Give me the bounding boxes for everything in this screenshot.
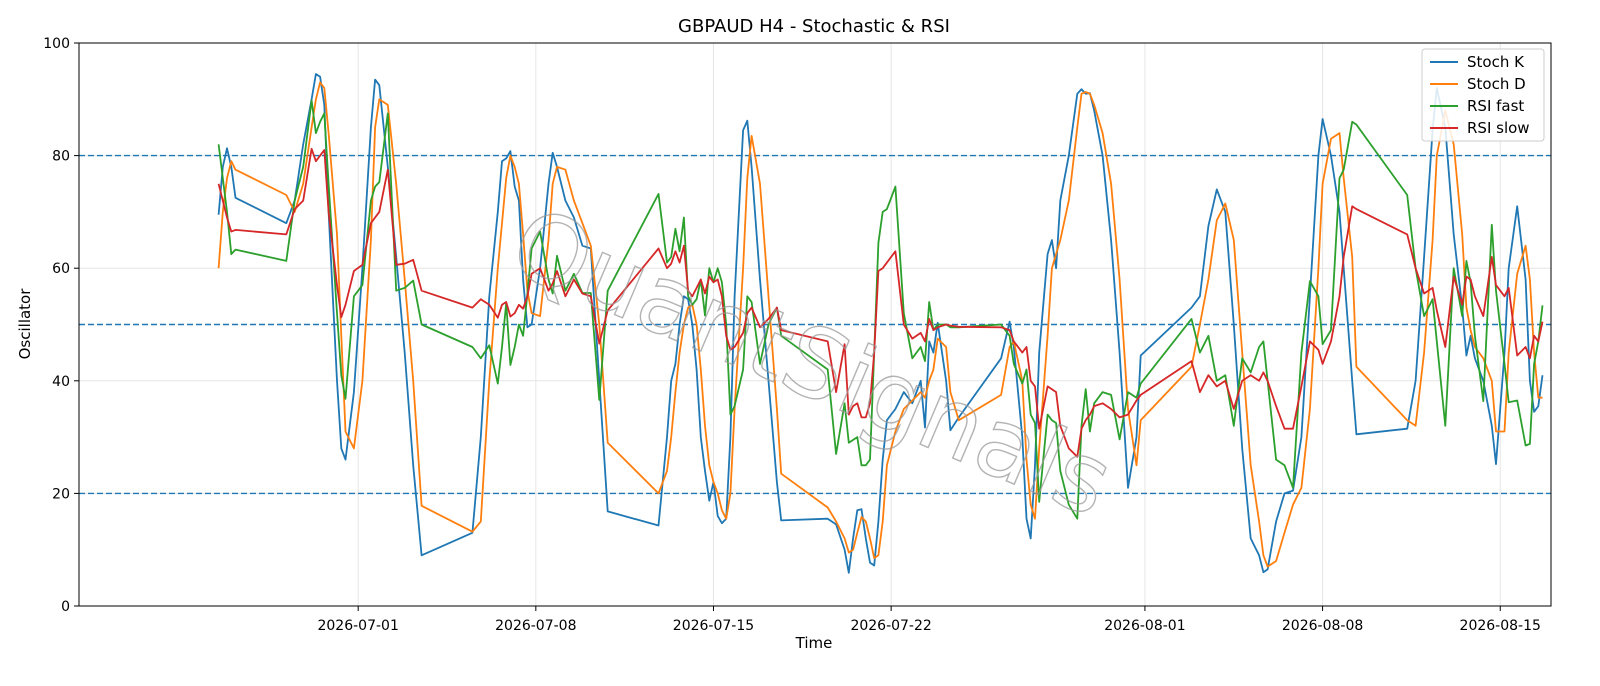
x-tick-label: 2026-07-15	[673, 618, 754, 634]
legend-label: RSI fast	[1467, 97, 1524, 115]
x-axis-ticks: 2026-07-01 2026-07-08 2026-07-15 2026-07-22…	[317, 606, 1541, 634]
x-tick-label: 2026-07-08	[495, 618, 576, 634]
x-tick-label: 2026-08-15	[1460, 618, 1541, 634]
y-axis-label: Oscillator	[16, 288, 34, 360]
series-line-stoch-k	[217, 73, 1544, 574]
y-tick-label: 20	[52, 486, 70, 502]
legend-label: Stoch D	[1467, 75, 1526, 93]
plot-frame	[78, 42, 1552, 607]
x-axis-label: Time	[795, 634, 833, 652]
y-tick-label: 100	[43, 36, 70, 52]
series-lines	[217, 73, 1544, 574]
x-tick-label: 2026-08-08	[1282, 618, 1363, 634]
series-line-stoch-d	[217, 81, 1543, 568]
legend-label: RSI slow	[1467, 119, 1530, 137]
x-tick-label: 2026-08-01	[1104, 618, 1185, 634]
legend-box	[1421, 48, 1545, 142]
y-axis-ticks: 0 20 40 60 80 100	[43, 36, 79, 615]
chart-title: GBPAUD H4 - Stochastic & RSI	[678, 16, 950, 37]
y-tick-label: 60	[52, 261, 70, 277]
y-tick-label: 0	[61, 599, 70, 615]
y-tick-label: 40	[52, 374, 70, 390]
x-tick-label: 2026-07-22	[850, 618, 931, 634]
x-tick-label: 2026-07-01	[317, 618, 398, 634]
series-line-rsi-slow	[217, 147, 1544, 458]
y-tick-label: 80	[52, 149, 70, 165]
legend: Stoch K Stoch D RSI fast RSI slow	[1421, 48, 1545, 142]
legend-label: Stoch K	[1467, 53, 1525, 71]
